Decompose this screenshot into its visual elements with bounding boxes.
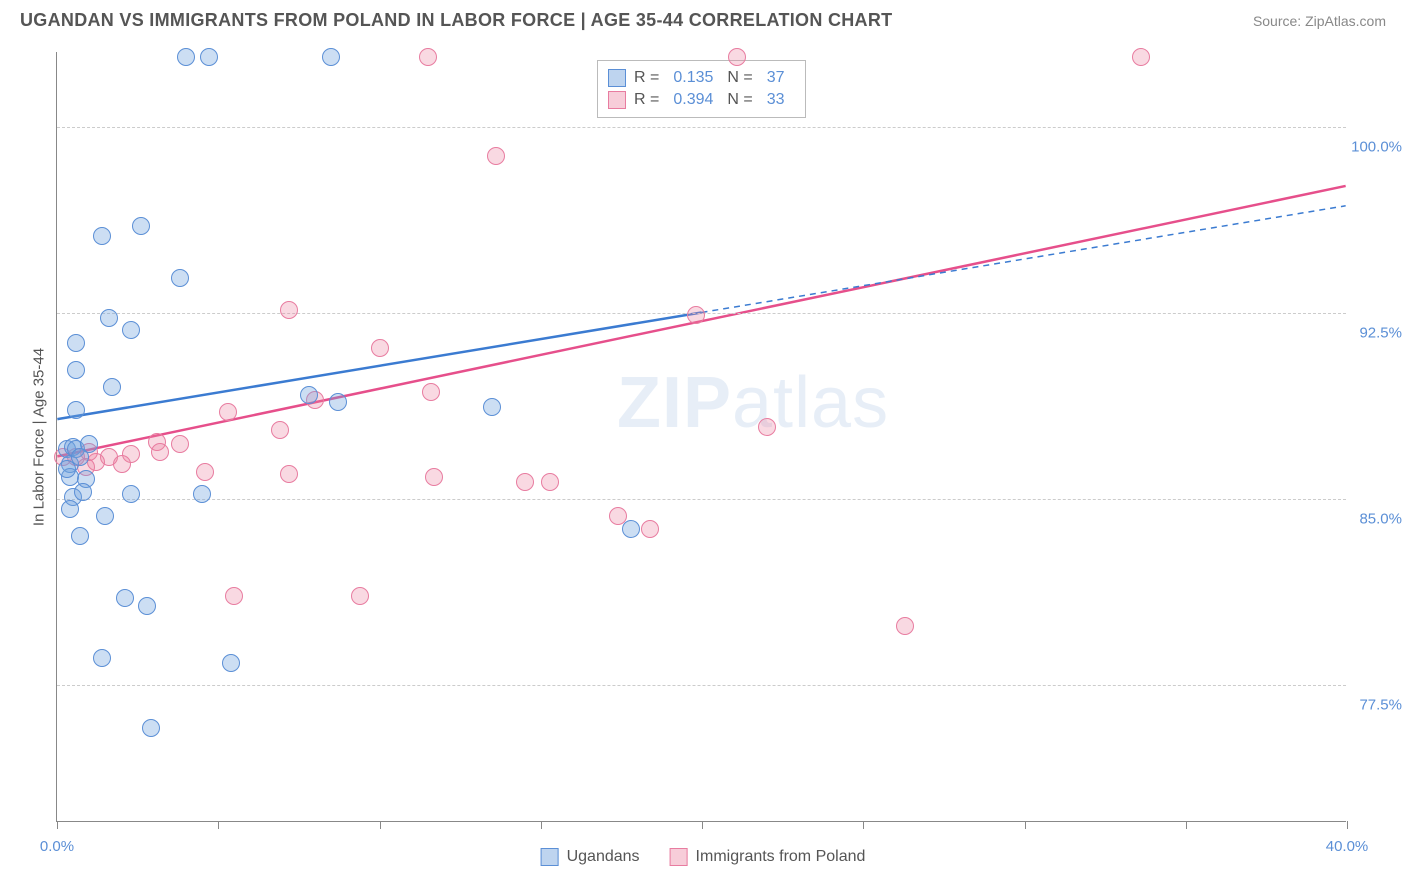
correlation-legend: R = 0.135 N = 37 R = 0.394 N = 33 xyxy=(597,60,806,118)
scatter-point xyxy=(728,48,746,66)
scatter-point xyxy=(93,227,111,245)
source-label: Source: ZipAtlas.com xyxy=(1253,13,1386,29)
scatter-point xyxy=(196,463,214,481)
x-tick xyxy=(57,821,58,829)
legend-item-b: Immigrants from Poland xyxy=(670,848,866,866)
scatter-point xyxy=(483,398,501,416)
scatter-point xyxy=(142,719,160,737)
scatter-point xyxy=(758,418,776,436)
swatch-icon xyxy=(608,69,626,87)
scatter-point xyxy=(71,448,89,466)
scatter-point xyxy=(280,301,298,319)
scatter-point xyxy=(225,587,243,605)
swatch-icon xyxy=(670,848,688,866)
scatter-point xyxy=(419,48,437,66)
scatter-point xyxy=(425,468,443,486)
watermark-bold: ZIP xyxy=(617,363,732,443)
x-tick xyxy=(541,821,542,829)
x-tick-label: 0.0% xyxy=(40,838,74,855)
chart-title: UGANDAN VS IMMIGRANTS FROM POLAND IN LAB… xyxy=(20,10,892,31)
gridline xyxy=(57,127,1346,128)
scatter-point xyxy=(271,421,289,439)
scatter-point xyxy=(74,483,92,501)
scatter-point xyxy=(100,309,118,327)
scatter-point xyxy=(96,507,114,525)
scatter-point xyxy=(67,401,85,419)
scatter-point xyxy=(116,589,134,607)
legend-label-b: Immigrants from Poland xyxy=(696,848,866,866)
scatter-point xyxy=(371,339,389,357)
scatter-point xyxy=(896,617,914,635)
gridline xyxy=(57,685,1346,686)
n-value-a: 37 xyxy=(767,67,785,89)
y-tick-label: 85.0% xyxy=(1359,511,1402,528)
scatter-point xyxy=(1132,48,1150,66)
chart-container: In Labor Force | Age 35-44 ZIPatlas R = … xyxy=(20,42,1386,882)
r-value-a: 0.135 xyxy=(673,67,713,89)
scatter-point xyxy=(329,393,347,411)
scatter-point xyxy=(641,520,659,538)
scatter-point xyxy=(541,473,559,491)
y-tick-label: 77.5% xyxy=(1359,697,1402,714)
scatter-point xyxy=(171,435,189,453)
scatter-point xyxy=(687,306,705,324)
y-tick-label: 92.5% xyxy=(1359,324,1402,341)
n-label: N = xyxy=(727,67,752,89)
x-tick xyxy=(1347,821,1348,829)
scatter-point xyxy=(422,383,440,401)
scatter-point xyxy=(113,455,131,473)
x-tick xyxy=(702,821,703,829)
n-label: N = xyxy=(727,89,752,111)
scatter-point xyxy=(177,48,195,66)
legend-item-a: Ugandans xyxy=(541,848,640,866)
scatter-point xyxy=(200,48,218,66)
scatter-point xyxy=(171,269,189,287)
scatter-point xyxy=(132,217,150,235)
plot-area: In Labor Force | Age 35-44 ZIPatlas R = … xyxy=(56,52,1346,822)
trend-lines-layer xyxy=(57,52,1346,821)
scatter-point xyxy=(222,654,240,672)
r-label: R = xyxy=(634,89,659,111)
scatter-point xyxy=(219,403,237,421)
scatter-point xyxy=(322,48,340,66)
scatter-point xyxy=(103,378,121,396)
swatch-icon xyxy=(541,848,559,866)
legend-label-a: Ugandans xyxy=(567,848,640,866)
y-axis-label: In Labor Force | Age 35-44 xyxy=(31,347,48,525)
scatter-point xyxy=(61,500,79,518)
scatter-point xyxy=(516,473,534,491)
x-tick xyxy=(380,821,381,829)
watermark: ZIPatlas xyxy=(617,362,889,444)
swatch-icon xyxy=(608,91,626,109)
scatter-point xyxy=(71,527,89,545)
r-label: R = xyxy=(634,67,659,89)
scatter-point xyxy=(351,587,369,605)
scatter-point xyxy=(138,597,156,615)
x-tick xyxy=(218,821,219,829)
x-tick xyxy=(1025,821,1026,829)
scatter-point xyxy=(151,443,169,461)
scatter-point xyxy=(122,321,140,339)
scatter-point xyxy=(487,147,505,165)
x-tick xyxy=(1186,821,1187,829)
watermark-light: atlas xyxy=(732,363,889,443)
scatter-point xyxy=(622,520,640,538)
r-value-b: 0.394 xyxy=(673,89,713,111)
gridline xyxy=(57,499,1346,500)
scatter-point xyxy=(122,485,140,503)
scatter-point xyxy=(193,485,211,503)
scatter-point xyxy=(280,465,298,483)
x-tick xyxy=(863,821,864,829)
scatter-point xyxy=(300,386,318,404)
y-tick-label: 100.0% xyxy=(1351,138,1402,155)
legend-row-a: R = 0.135 N = 37 xyxy=(608,67,791,89)
bottom-legend: Ugandans Immigrants from Poland xyxy=(541,848,866,866)
scatter-point xyxy=(67,361,85,379)
legend-row-b: R = 0.394 N = 33 xyxy=(608,89,791,111)
n-value-b: 33 xyxy=(767,89,785,111)
scatter-point xyxy=(93,649,111,667)
scatter-point xyxy=(67,334,85,352)
x-tick-label: 40.0% xyxy=(1326,838,1369,855)
